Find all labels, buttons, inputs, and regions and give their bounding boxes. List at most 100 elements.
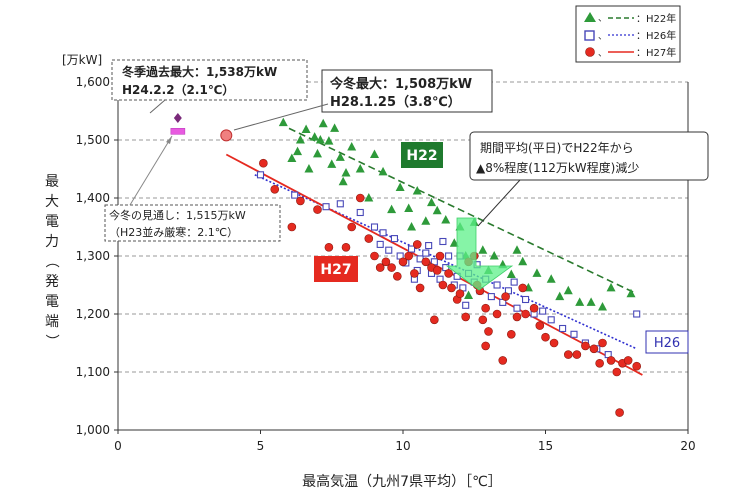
point-h22: [432, 205, 442, 215]
x-tick-label: 5: [257, 439, 265, 453]
point-h22: [330, 123, 340, 132]
point-h22: [304, 164, 314, 173]
point-h27: [421, 257, 431, 267]
point-h22: [355, 164, 365, 173]
point-h26: [521, 295, 530, 304]
point-h26: [376, 240, 384, 248]
point-h26: [559, 324, 567, 333]
point-h22: [287, 153, 297, 163]
outlook-note: （H23並み厳寒：2.1℃）: [109, 225, 238, 239]
record-title: 冬季過去最大：1,538万kW: [122, 64, 277, 79]
trendline-h22: [288, 127, 638, 295]
point-h22: [407, 222, 417, 231]
point-h26: [379, 229, 387, 237]
point-h26: [256, 171, 265, 179]
point-h26: [510, 278, 518, 286]
legend-h27-label: ：H27年: [636, 46, 676, 59]
point-h27: [432, 266, 442, 275]
point-h22: [378, 166, 388, 176]
point-h27: [444, 269, 453, 278]
point-h22: [412, 186, 422, 195]
h27-tag: H27: [314, 256, 358, 282]
y-tick-label: 1,300: [76, 249, 110, 263]
point-h27: [623, 356, 633, 365]
point-h27: [481, 303, 490, 313]
point-h22: [626, 288, 636, 298]
h27-tag-label: H27: [320, 262, 351, 278]
y-label-char: 発: [45, 274, 59, 290]
point-h22: [395, 182, 405, 192]
point-h27: [572, 350, 582, 359]
point-h26: [425, 242, 433, 250]
point-h22: [293, 146, 303, 156]
point-h27: [430, 315, 439, 325]
point-h27: [501, 292, 510, 301]
x-tick-label: 10: [395, 439, 410, 453]
legend-h26-label: ：H26年: [636, 29, 676, 42]
today-max-point: [220, 129, 233, 142]
axis-ticks: 1,000 1,100 1,200 1,300 1,400 1,500 1,600 0 5 10 1…: [76, 75, 696, 453]
point-h22: [606, 282, 616, 292]
point-h27: [529, 303, 539, 313]
y-tick-label: 1,000: [76, 423, 110, 437]
record-annotation: 冬季過去最大：1,538万kW H24.2.2（2.1℃）: [111, 59, 308, 114]
point-h22: [427, 197, 436, 207]
point-h27: [370, 251, 379, 261]
point-h27: [447, 283, 456, 293]
point-h27: [415, 283, 425, 293]
point-h22: [441, 215, 451, 224]
point-h27: [612, 367, 622, 377]
point-h27: [287, 222, 297, 232]
y-tick-label: 1,400: [76, 191, 110, 205]
point-h27: [296, 196, 305, 206]
point-h22: [347, 141, 357, 151]
point-h27: [521, 309, 530, 319]
point-h27: [595, 358, 604, 368]
y-label-char: 電: [45, 214, 59, 230]
point-h27: [563, 350, 573, 359]
point-h22: [278, 117, 288, 127]
point-h22: [404, 203, 414, 212]
point-h27: [455, 289, 465, 299]
point-h27: [481, 341, 490, 351]
point-h27: [492, 309, 502, 319]
point-h22: [335, 152, 345, 161]
svg-text:、: 、: [598, 49, 607, 59]
point-h26: [439, 237, 447, 246]
point-h26: [370, 223, 379, 231]
point-h22: [512, 245, 522, 254]
x-tick-label: 20: [680, 439, 695, 453]
point-h27: [615, 408, 624, 417]
point-h22: [464, 290, 474, 299]
point-h27: [632, 361, 642, 371]
point-h22: [421, 216, 431, 225]
point-h22: [598, 302, 607, 311]
point-h27: [375, 263, 385, 272]
point-h27: [589, 344, 599, 354]
point-h22: [478, 245, 488, 254]
point-h22: [518, 256, 528, 266]
y-tick-label: 1,200: [76, 307, 110, 321]
point-h22: [387, 204, 397, 214]
point-h26: [336, 200, 344, 208]
y-label-char: 力: [45, 234, 59, 250]
legend-h22-label: ：H22年: [636, 12, 676, 25]
point-h26: [422, 249, 430, 257]
point-h22: [575, 297, 585, 306]
y-tick-label: 1,500: [76, 133, 110, 147]
point-h27: [270, 185, 280, 194]
point-h27: [581, 341, 590, 351]
point-h26: [407, 245, 416, 253]
point-h27: [259, 158, 268, 168]
data-marks: [170, 112, 642, 417]
point-h27: [478, 315, 488, 325]
point-h26: [291, 191, 299, 199]
period-average-annotation: 期間平均(平日)でH22年から ▲8%程度(112万kW程度)減少: [469, 131, 709, 227]
point-h26: [633, 310, 641, 318]
reduction-arrow-icon: [445, 217, 514, 291]
x-axis-label: 最高気温（九州7県平均）［℃］: [302, 473, 502, 490]
today-max-annotation: 今冬最大：1,508万kW H28.1.25（3.8℃）: [233, 69, 493, 131]
point-h27: [549, 338, 559, 348]
point-h26: [322, 203, 330, 211]
point-h27: [324, 243, 334, 252]
